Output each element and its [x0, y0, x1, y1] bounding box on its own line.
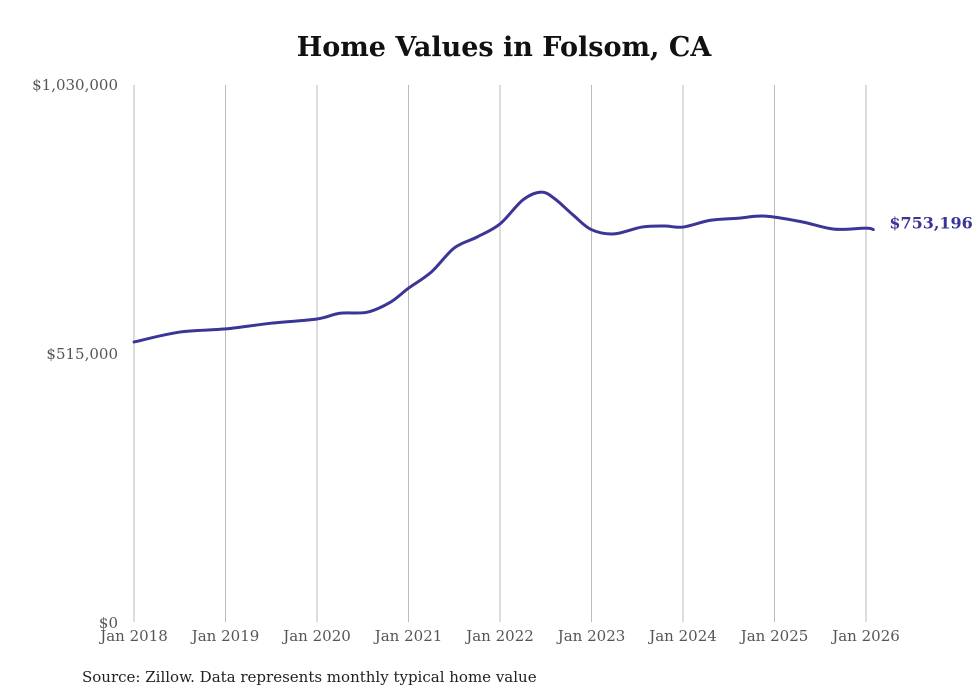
- y-tick-label: $0: [99, 614, 118, 632]
- x-tick-label: Jan 2022: [464, 627, 534, 645]
- source-note: Source: Zillow. Data represents monthly …: [82, 668, 537, 686]
- x-tick-label: Jan 2021: [373, 627, 443, 645]
- x-tick-label: Jan 2025: [739, 627, 809, 645]
- series-line: [132, 190, 875, 344]
- x-tick-label: Jan 2023: [556, 627, 626, 645]
- x-tick-label: Jan 2020: [281, 627, 351, 645]
- x-tick-label: Jan 2026: [830, 627, 900, 645]
- y-tick-label: $1,030,000: [32, 76, 118, 94]
- x-tick-label: Jan 2024: [647, 627, 717, 645]
- x-tick-label: Jan 2019: [190, 627, 260, 645]
- y-tick-label: $515,000: [46, 345, 118, 363]
- end-value-label: $753,196: [889, 214, 973, 233]
- chart-title: Home Values in Folsom, CA: [296, 32, 712, 63]
- x-tick-label: Jan 2018: [98, 627, 168, 645]
